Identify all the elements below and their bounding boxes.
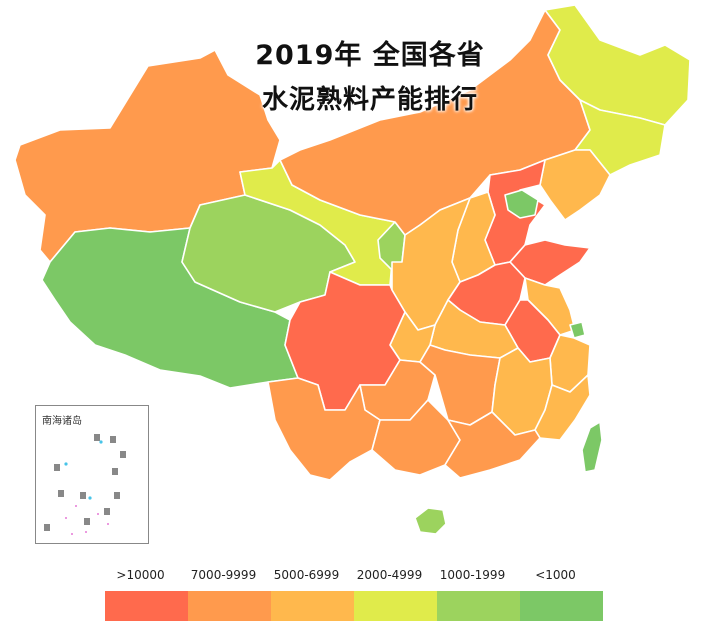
- inset-label: 南海诸岛: [42, 416, 82, 427]
- island-mark: [110, 436, 116, 443]
- island-dot: [85, 531, 87, 533]
- island-mark: [58, 490, 64, 497]
- island-dot: [107, 523, 109, 525]
- legend-label: 7000-9999: [190, 568, 257, 582]
- island-dot: [64, 462, 68, 466]
- map-title-line-2: 水泥熟料产能排行: [261, 85, 478, 115]
- inset-islands: [44, 434, 126, 535]
- province-hainan[interactable]: [414, 507, 447, 535]
- island-dot: [71, 533, 73, 535]
- island-dot: [99, 440, 103, 444]
- island-mark: [54, 464, 60, 471]
- legend-swatch: [354, 591, 437, 621]
- legend-label: >10000: [116, 568, 165, 582]
- legend-swatch: [520, 591, 603, 621]
- legend-swatch: [271, 591, 354, 621]
- legend-swatch: [437, 591, 520, 621]
- province-jilin[interactable]: [574, 99, 666, 176]
- island-dot: [88, 496, 92, 500]
- province-guangdong[interactable]: [444, 411, 541, 479]
- province-taiwan[interactable]: [581, 421, 603, 473]
- legend-swatch: [188, 591, 271, 621]
- island-mark: [80, 492, 86, 499]
- legend-swatch: [105, 591, 188, 621]
- map-title-line-1: 2019年 全国各省: [255, 40, 485, 71]
- legend-label: <1000: [535, 568, 576, 582]
- island-dot: [75, 505, 77, 507]
- province-shanghai[interactable]: [569, 321, 586, 339]
- legend-label: 1000-1999: [439, 568, 506, 582]
- legend-label: 5000-6999: [273, 568, 340, 582]
- island-mark: [104, 508, 110, 515]
- province-beijing-tianjin[interactable]: [504, 189, 539, 219]
- island-dot: [97, 513, 99, 515]
- island-dot: [65, 517, 67, 519]
- island-mark: [114, 492, 120, 499]
- legend: >10000 7000-9999 5000-6999 2000-4999 1000-19…: [0, 562, 710, 622]
- island-mark: [94, 434, 100, 441]
- island-mark: [112, 468, 118, 475]
- legend-label: 2000-4999: [356, 568, 423, 582]
- island-mark: [120, 451, 126, 458]
- province-liaoning[interactable]: [539, 149, 611, 221]
- island-mark: [84, 518, 90, 525]
- island-mark: [44, 524, 50, 531]
- south-china-sea-inset: 南海诸岛: [35, 405, 149, 544]
